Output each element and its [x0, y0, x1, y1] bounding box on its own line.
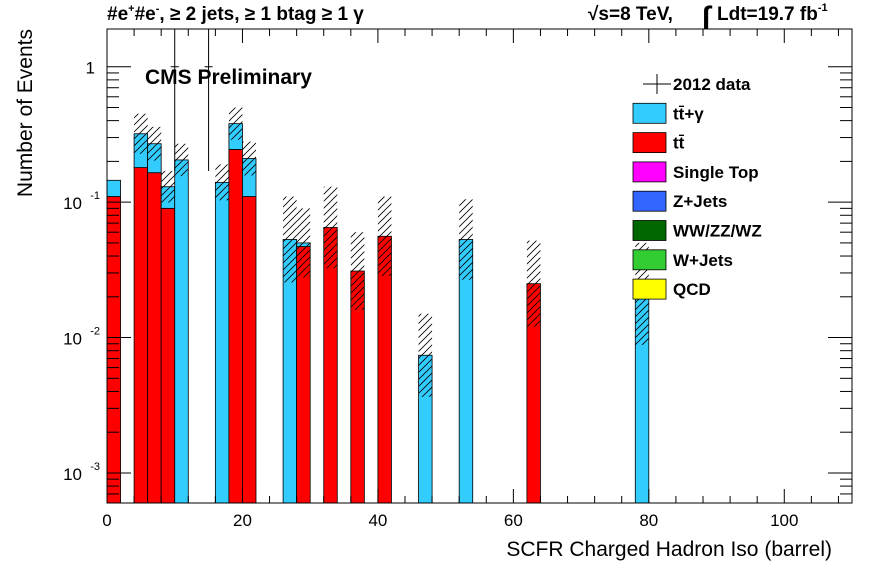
legend-swatch — [632, 132, 667, 154]
x-axis: 0 20 40 60 80 100 — [102, 29, 839, 530]
x-tick-label: 60 — [504, 511, 523, 530]
y-axis: 10 -3 10 -2 10 -1 1 — [63, 59, 852, 504]
y-tick-label: 10 — [63, 465, 82, 484]
legend-label: 2012 data — [673, 75, 751, 94]
bar-ttbar — [242, 196, 257, 503]
y-tick-label-exponent: -2 — [90, 326, 100, 338]
legend-label: tt̄+γ — [673, 104, 704, 123]
bar-ttbar — [147, 172, 162, 503]
lumi-label: Ldt=19.7 fb-1 — [717, 2, 828, 25]
legend-label: tt̄ — [673, 134, 685, 153]
uncertainty-band — [215, 164, 229, 201]
uncertainty-band — [459, 199, 473, 280]
bar-ttbar — [133, 167, 149, 503]
channel-label: #e+#e-, ≥ 2 jets, ≥ 1 btag ≥ 1 γ — [107, 3, 364, 25]
integral-symbol: ∫ — [700, 1, 713, 34]
bar-ttbar — [377, 235, 392, 503]
uncertainty-band — [296, 208, 311, 278]
x-tick-label: 80 — [639, 511, 658, 530]
y-tick-label: 10 — [63, 330, 82, 349]
bar-ttbar — [160, 207, 176, 503]
y-tick-label: 1 — [86, 59, 95, 78]
uncertainty-band — [228, 107, 243, 140]
legend-swatch — [632, 161, 667, 183]
bar-ttbar-gamma — [107, 179, 121, 197]
uncertainty-band — [377, 196, 392, 276]
uncertainty-band — [242, 141, 256, 176]
uncertainty-band — [283, 196, 297, 283]
legend-swatch — [632, 278, 667, 300]
y-tick-label: 10 — [63, 194, 82, 213]
uncertainty-band — [526, 240, 541, 327]
x-axis-title: SCFR Charged Hadron Iso (barrel) — [506, 538, 832, 561]
legend-label: Single Top — [673, 163, 759, 182]
bar-ttbar-gamma — [174, 159, 189, 503]
y-tick-label-exponent: -1 — [90, 190, 100, 202]
y-tick-label-exponent: -3 — [90, 461, 100, 473]
legend-swatch — [632, 190, 667, 212]
uncertainty-band — [174, 143, 189, 177]
legend-swatch — [632, 220, 667, 241]
energy-label: √s=8 TeV, — [588, 4, 673, 25]
legend-swatch — [632, 249, 667, 271]
x-tick-label: 20 — [233, 511, 252, 530]
uncertainty-band — [134, 113, 148, 154]
uncertainty-band — [161, 170, 175, 203]
bar-ttbar-gamma — [214, 181, 230, 503]
bar-ttbar — [323, 227, 338, 503]
legend-label: WW/ZZ/WZ — [673, 222, 762, 241]
plot-frame — [106, 28, 853, 504]
legend: 2012 data tt̄+γ tt̄ Single Top Z+Jets WW/ZZ/W… — [632, 74, 762, 300]
cms-preliminary-label: CMS Preliminary — [145, 66, 312, 89]
legend-label: W+Jets — [673, 251, 733, 270]
y-axis-title: Number of Events — [14, 29, 37, 197]
x-tick-label: 100 — [770, 511, 798, 530]
x-tick-label: 40 — [368, 511, 387, 530]
uncertainty-band — [147, 126, 162, 161]
legend-label: Z+Jets — [673, 192, 727, 211]
data-points-layer — [170, 29, 213, 171]
bar-ttbar — [228, 149, 243, 503]
legend-swatch — [632, 102, 667, 124]
uncertainty-band — [418, 313, 433, 397]
bar-ttbar — [296, 246, 311, 503]
x-tick-label: 0 — [102, 511, 111, 530]
uncertainty-band — [323, 186, 338, 269]
uncertainty-band — [350, 232, 365, 310]
legend-label: QCD — [673, 280, 711, 299]
